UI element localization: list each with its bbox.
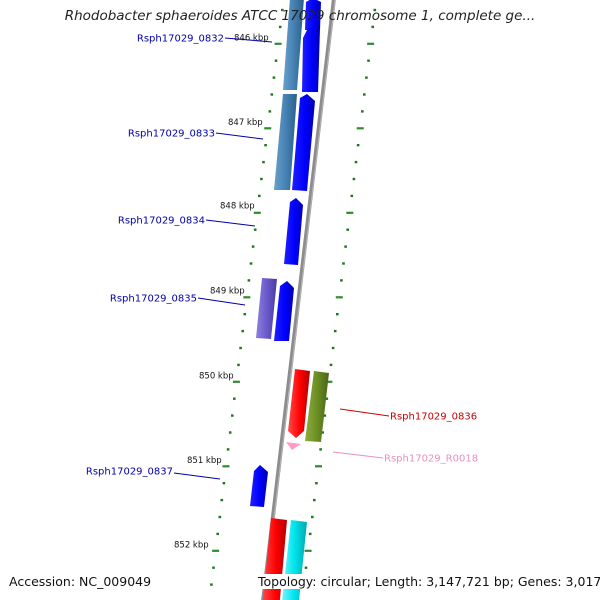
leader-line [205, 219, 256, 227]
reverse-strand-features [262, 369, 329, 600]
rna-arrow[interactable] [286, 442, 301, 450]
gene-cds-block[interactable] [256, 278, 277, 339]
gene-label[interactable]: Rsph17029_0834 [118, 216, 205, 227]
gene-label[interactable]: Rsph17029_R0018 [384, 454, 478, 465]
gene-label[interactable]: Rsph17029_0836 [390, 412, 477, 423]
tick-label: 848 kbp [220, 202, 255, 212]
gene-cds-arrow[interactable] [302, 28, 320, 92]
forward-strand-features [250, 0, 321, 507]
gene-cds-arrow[interactable] [305, 0, 321, 30]
gene-label[interactable]: Rsph17029_0833 [128, 129, 215, 140]
gene-cds-arrow[interactable] [250, 465, 268, 507]
leader-line [215, 132, 264, 140]
leader-line [332, 451, 384, 459]
gene-leader-lines [173, 37, 390, 480]
accession-text: Accession: NC_009049 [9, 574, 152, 589]
leader-line [197, 297, 246, 306]
gene-label[interactable]: Rsph17029_0832 [137, 34, 224, 45]
map-title: Rhodobacter sphaeroides ATCC 17029 chrom… [64, 8, 536, 24]
tick-label: 852 kbp [174, 541, 209, 551]
gene-labels: Rsph17029_0832 Rsph17029_0833 Rsph17029_… [86, 34, 478, 478]
gene-label[interactable]: Rsph17029_0837 [86, 467, 173, 478]
leader-line [173, 472, 221, 480]
leader-line [339, 408, 390, 417]
gene-cds-arrow[interactable] [274, 281, 294, 341]
tick-label: 851 kbp [187, 456, 222, 466]
gene-label[interactable]: Rsph17029_0835 [110, 294, 197, 305]
forward-strand-outer-features [256, 0, 304, 339]
chromosome-backbone [261, 0, 336, 600]
tick-label: 846 kbp [234, 34, 269, 44]
chromosome-backbone-highlight [263, 0, 336, 600]
gene-cds-arrow[interactable] [284, 198, 303, 265]
tick-label: 847 kbp [228, 118, 263, 128]
gene-cds-block[interactable] [274, 94, 297, 190]
ruler-tick-labels: 846 kbp 847 kbp 848 kbp 849 kbp 850 kbp … [174, 34, 269, 551]
genome-summary-text: Topology: circular; Length: 3,147,721 bp… [258, 574, 600, 589]
tick-label: 850 kbp [199, 372, 234, 382]
gene-cds-arrow[interactable] [288, 369, 310, 438]
leader-line [224, 37, 273, 43]
tick-label: 849 kbp [210, 287, 245, 297]
gene-cds-block[interactable] [305, 371, 329, 442]
gene-cds-arrow[interactable] [292, 94, 315, 191]
gene-cds-block[interactable] [283, 0, 304, 90]
